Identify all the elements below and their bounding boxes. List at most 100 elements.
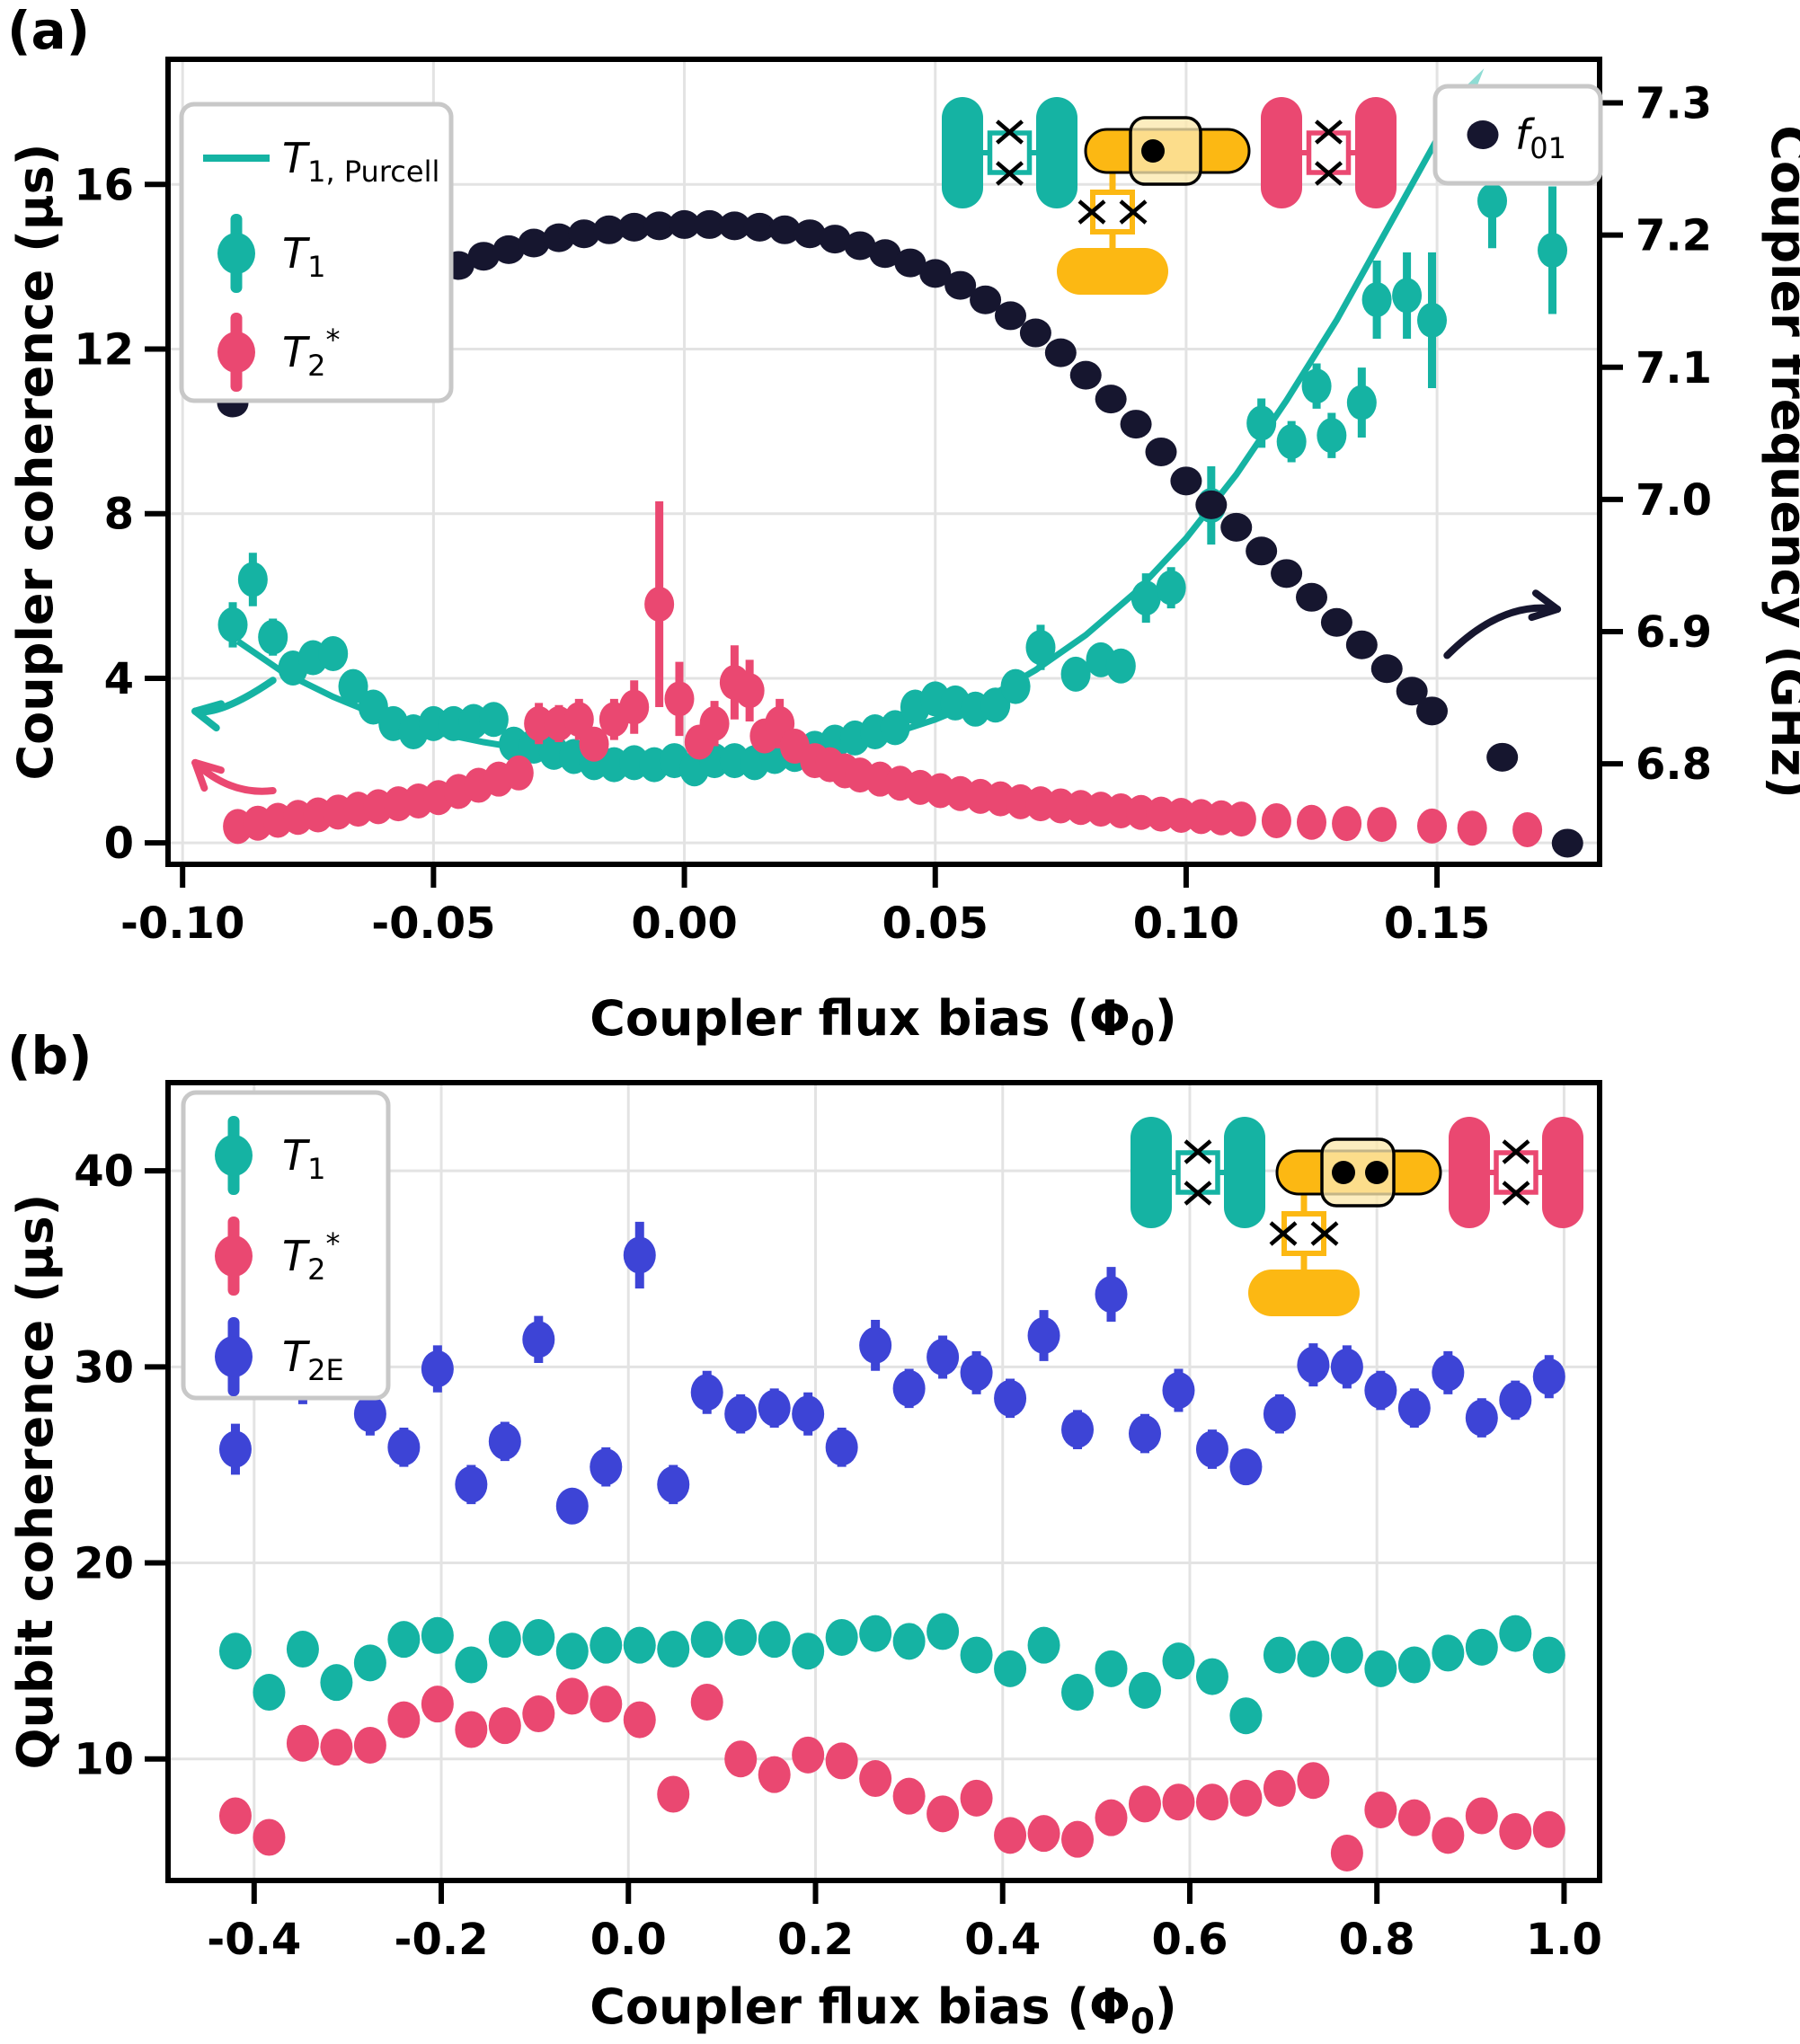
t1-point — [258, 619, 288, 655]
legend-dot-marker — [215, 1336, 253, 1377]
inset-circuit-a — [942, 97, 1397, 295]
junction-x-icon — [1502, 1139, 1530, 1164]
junction-x-icon — [1184, 1139, 1212, 1164]
t2e-point — [690, 1374, 723, 1411]
t2starb-point — [522, 1695, 555, 1733]
f01-point — [1195, 490, 1228, 519]
junction-x-icon — [1269, 1221, 1298, 1246]
t1-point — [318, 635, 349, 671]
t1b-point — [218, 1633, 252, 1670]
t2star-point — [1332, 806, 1362, 842]
f01-point — [1145, 437, 1177, 466]
t1-point — [217, 606, 248, 642]
f01-point — [1396, 677, 1428, 706]
t2starb-point — [1263, 1769, 1296, 1807]
arrowhead — [1528, 606, 1562, 622]
junction-x-icon — [1184, 1181, 1212, 1206]
qubit-pad-icon — [1131, 1117, 1172, 1228]
squid-loop-icon — [1175, 1150, 1220, 1195]
f01-point — [1170, 466, 1202, 496]
t1b-point — [690, 1621, 723, 1659]
t2e-point — [488, 1422, 521, 1460]
t2e-point — [387, 1429, 421, 1466]
t2starb-point — [455, 1711, 488, 1748]
t2star-point — [699, 705, 730, 741]
f01-point — [1551, 828, 1583, 858]
t2starb-point — [1061, 1820, 1095, 1858]
t2star-point — [1512, 812, 1543, 848]
x-tick-label: 0.00 — [631, 898, 737, 949]
t1-point — [237, 562, 268, 597]
t1-point — [1392, 278, 1423, 314]
coupler-ground-pad-icon — [1057, 248, 1168, 295]
f01-point — [593, 215, 625, 244]
f01-point — [1220, 512, 1253, 542]
qubit-pad-icon — [1224, 1117, 1265, 1228]
t1b-point — [387, 1621, 421, 1659]
f01-point — [1486, 742, 1519, 772]
inset-circuit-b — [1131, 1117, 1583, 1316]
y2-tick-label: 7.2 — [1636, 211, 1712, 261]
f01-point — [1416, 696, 1449, 726]
qubit-pad-icon — [1355, 97, 1397, 208]
t2e-point — [792, 1395, 825, 1433]
t2star-point — [1457, 810, 1487, 846]
t1b-point — [1330, 1636, 1363, 1674]
legend-dot-marker — [1467, 120, 1499, 149]
t1b-point — [1195, 1658, 1228, 1695]
t2starb-point — [1465, 1797, 1498, 1835]
t2starb-point — [623, 1701, 656, 1739]
annotation-arrow — [191, 758, 277, 795]
t1b-point — [353, 1644, 386, 1682]
t1b-point — [1297, 1640, 1330, 1677]
f01-point — [1069, 360, 1102, 390]
t1b-point — [792, 1633, 825, 1670]
coupler-squid-icon — [1090, 190, 1135, 234]
f01-point — [693, 209, 725, 239]
y-tick-label: 12 — [74, 324, 134, 375]
y2-tick-label: 6.8 — [1636, 739, 1712, 790]
t2star-point — [1226, 801, 1256, 837]
f01-point — [1120, 410, 1152, 439]
t2e-point — [657, 1465, 690, 1503]
f01-point — [718, 211, 750, 241]
t2e-point — [1061, 1411, 1095, 1448]
t1b-point — [421, 1616, 454, 1654]
plot-frame — [165, 57, 1602, 867]
x-tick-label: 0.05 — [882, 898, 989, 949]
t1b-point — [960, 1636, 993, 1674]
y-tick-label: 40 — [74, 1146, 134, 1197]
t1b-point — [994, 1650, 1027, 1687]
t2e-point — [859, 1326, 892, 1364]
y2-tick-label: 7.1 — [1636, 343, 1712, 394]
t2starb-point — [488, 1707, 521, 1745]
t2e-point — [758, 1389, 791, 1427]
t2starb-point — [320, 1729, 353, 1766]
t1b-point — [1364, 1650, 1397, 1687]
t1-point — [1131, 580, 1161, 616]
f01-point — [844, 231, 876, 261]
t1-point — [1025, 630, 1056, 666]
junction-x-icon — [1502, 1181, 1530, 1206]
arrowhead — [191, 758, 208, 792]
t2star-point — [1417, 808, 1448, 844]
f01-point — [1246, 536, 1278, 566]
t1b-point — [1128, 1671, 1161, 1709]
plot-frame — [165, 1080, 1602, 1883]
f01-point — [768, 215, 801, 244]
junction-x-icon — [1119, 199, 1148, 225]
t2e-point — [825, 1429, 858, 1466]
t2starb-point — [1229, 1779, 1263, 1817]
t2e-point — [1499, 1381, 1532, 1419]
t1b-point — [927, 1613, 960, 1650]
t2e-point — [994, 1379, 1027, 1417]
panel-b-qubit-coherence: -0.4 -0.2 0.0 0.2 0.4 0.6 0.8 1.0 10 20 30 40 Couple… — [7, 1025, 1602, 2042]
squid-loop-icon — [987, 130, 1033, 175]
t2starb-point — [1095, 1799, 1128, 1836]
x-tick-label: -0.2 — [395, 1915, 489, 1965]
t1b-point — [286, 1631, 319, 1668]
squid-loop-icon — [1494, 1150, 1538, 1195]
t2starb-point — [1297, 1762, 1330, 1800]
t2star-point — [579, 726, 609, 762]
